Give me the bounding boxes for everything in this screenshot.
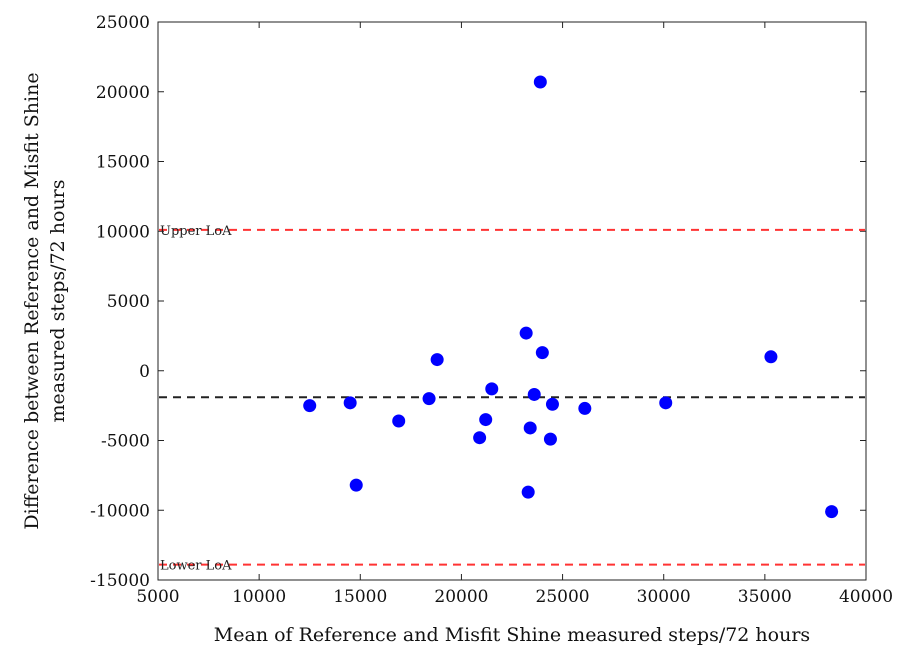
data-point [533,75,547,89]
data-point [343,396,357,410]
x-tick-label: 5000 [136,587,179,607]
data-point [349,478,363,492]
data-point [479,413,493,427]
data-point [521,485,535,499]
data-point [422,392,436,406]
x-tick-label: 30000 [637,587,691,607]
y-tick-label: 5000 [107,292,150,312]
data-point [527,387,541,401]
x-tick-label: 10000 [232,587,286,607]
plot-frame [157,21,867,581]
data-point [430,353,444,367]
data-point [764,350,778,364]
y-tick-label: 15000 [96,153,150,173]
lower-loa-label: Lower LoA [160,559,232,574]
data-point [659,396,673,410]
plot-layer: 5000 10000 15000 20000 25000 30000 35000 40000 -… [90,13,893,607]
data-point [543,432,557,446]
y-tick-label: -5000 [101,432,150,452]
data-point [825,505,839,519]
x-tick-label: 40000 [839,587,893,607]
data-point [535,346,549,360]
upper-loa-label: Upper LoA [160,224,232,239]
y-tick-label: 0 [139,362,150,382]
x-tick-label: 35000 [738,587,792,607]
y-tick-label: 25000 [96,13,150,33]
y-tick-label: 10000 [96,222,150,242]
x-tick-label: 25000 [536,587,590,607]
x-tick-label: 15000 [333,587,387,607]
y-tick-label: -15000 [90,571,150,591]
x-tick-label: 20000 [434,587,488,607]
y-axis-label: Difference between Reference and Misfit … [21,72,69,529]
data-point [303,399,317,413]
data-point [578,401,592,415]
y-axis-label-line-2: measured steps/72 hours [47,179,69,422]
data-point [485,382,499,396]
data-point [523,421,537,435]
data-point [473,431,487,445]
y-tick-label: 20000 [96,83,150,103]
y-axis-label-line-1: Difference between Reference and Misfit … [21,72,43,529]
y-tick-label: -10000 [90,501,150,521]
data-point [545,397,559,411]
x-axis-label: Mean of Reference and Misfit Shine measu… [214,624,810,646]
data-point [392,414,406,428]
data-point [519,326,533,340]
